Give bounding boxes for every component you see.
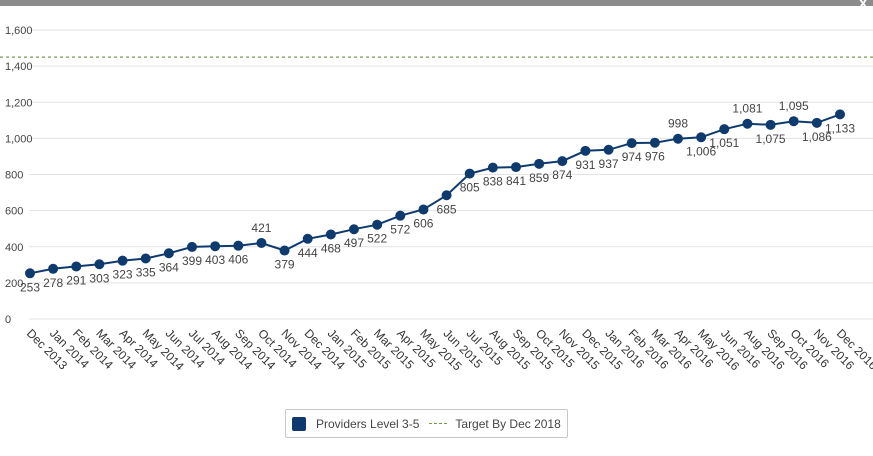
- data-point: [372, 219, 383, 230]
- y-tick-label: 800: [5, 170, 23, 182]
- legend-item-target[interactable]: Target By Dec 2018: [419, 416, 561, 431]
- data-point: [256, 237, 267, 248]
- data-label: 841: [506, 174, 526, 188]
- data-label: 403: [205, 253, 225, 267]
- data-point: [835, 109, 845, 120]
- data-label: 998: [668, 117, 688, 131]
- data-label: 278: [43, 276, 63, 290]
- data-point: [649, 137, 660, 148]
- data-label: 253: [20, 280, 40, 294]
- data-label: 291: [66, 273, 86, 287]
- y-tick-label: 200: [5, 278, 23, 290]
- data-label: 606: [413, 217, 433, 231]
- data-point: [279, 245, 290, 256]
- data-point: [626, 138, 637, 149]
- data-label: 685: [437, 202, 457, 216]
- data-point: [325, 229, 336, 240]
- data-label: 838: [483, 175, 503, 189]
- data-point: [719, 124, 730, 135]
- data-point: [487, 162, 498, 173]
- y-tick-label: 0: [5, 314, 11, 326]
- data-point: [580, 145, 591, 156]
- data-label: 522: [367, 232, 387, 246]
- data-label: 976: [645, 150, 665, 164]
- data-label: 1,086: [802, 130, 832, 144]
- data-point: [788, 116, 799, 127]
- data-label: 1,133: [825, 121, 855, 135]
- data-point: [117, 255, 128, 266]
- data-point: [511, 162, 521, 173]
- y-tick-label: 1,000: [5, 133, 33, 145]
- data-label: 931: [575, 158, 595, 172]
- data-point: [603, 144, 614, 155]
- data-point: [163, 248, 174, 259]
- data-point: [233, 240, 244, 251]
- window-top-bar: [0, 0, 873, 6]
- data-point: [534, 158, 545, 169]
- data-label: 1,075: [756, 132, 786, 146]
- data-point: [742, 118, 753, 129]
- data-point: [48, 263, 59, 274]
- dashed-line-icon: [429, 423, 448, 424]
- legend-label-providers: Providers Level 3-5: [316, 416, 420, 431]
- data-point: [25, 268, 35, 279]
- data-label: 399: [182, 254, 202, 268]
- data-label: 874: [552, 168, 572, 182]
- data-point: [418, 204, 429, 215]
- data-label: 1,095: [779, 99, 809, 113]
- data-label: 379: [275, 258, 295, 272]
- data-point: [140, 253, 151, 264]
- data-label: 497: [344, 236, 364, 250]
- chart-legend: Providers Level 3-5 Target By Dec 2018: [285, 409, 568, 438]
- data-point: [557, 156, 568, 167]
- data-label: 364: [159, 260, 179, 274]
- y-tick-label: 1,600: [5, 25, 33, 37]
- data-point: [187, 241, 197, 252]
- data-point: [395, 210, 406, 221]
- y-tick-label: 1,400: [5, 61, 33, 73]
- data-label: 805: [460, 181, 480, 195]
- data-label: 859: [529, 171, 549, 185]
- data-point: [696, 132, 707, 143]
- data-point: [673, 133, 683, 144]
- data-label: 421: [251, 221, 271, 235]
- data-point: [765, 119, 776, 130]
- data-point: [349, 224, 359, 235]
- data-label: 974: [622, 150, 642, 164]
- data-label: 1,051: [709, 136, 739, 150]
- data-label: 468: [321, 241, 341, 255]
- data-label: 1,006: [686, 144, 716, 158]
- data-label: 303: [89, 271, 109, 285]
- data-label: 1,081: [732, 102, 762, 116]
- data-point: [302, 233, 313, 244]
- data-label: 335: [136, 265, 156, 279]
- close-icon[interactable]: x: [859, 0, 867, 10]
- data-point: [441, 190, 452, 201]
- data-label: 444: [298, 246, 318, 260]
- y-tick-label: 600: [5, 206, 23, 218]
- legend-label-target: Target By Dec 2018: [455, 416, 561, 431]
- y-tick-label: 1,200: [5, 97, 33, 109]
- line-chart: 0 200 400 600 800 1,000 1,200 1,400 1,600 253 278 2…: [0, 25, 873, 374]
- data-point: [464, 168, 475, 179]
- data-point: [811, 117, 822, 128]
- data-point: [210, 241, 221, 252]
- data-label: 406: [228, 253, 248, 267]
- data-label: 572: [390, 223, 410, 237]
- data-point: [71, 261, 82, 272]
- data-label: 937: [599, 157, 619, 171]
- data-point: [94, 259, 105, 270]
- series-swatch-icon: [292, 416, 306, 431]
- legend-item-providers[interactable]: Providers Level 3-5: [292, 416, 420, 431]
- y-tick-label: 400: [5, 242, 23, 254]
- data-label: 323: [113, 268, 133, 282]
